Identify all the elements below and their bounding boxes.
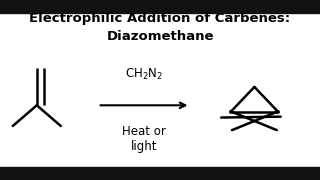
Text: Electrophilic Addition of Carbenes:: Electrophilic Addition of Carbenes: <box>29 12 291 25</box>
Bar <box>0 0 320 13</box>
Text: Heat or
light: Heat or light <box>122 125 166 153</box>
Bar <box>0 167 320 180</box>
Text: $\mathregular{CH_2N_2}$: $\mathregular{CH_2N_2}$ <box>125 67 163 82</box>
Text: Diazomethane: Diazomethane <box>106 30 214 43</box>
